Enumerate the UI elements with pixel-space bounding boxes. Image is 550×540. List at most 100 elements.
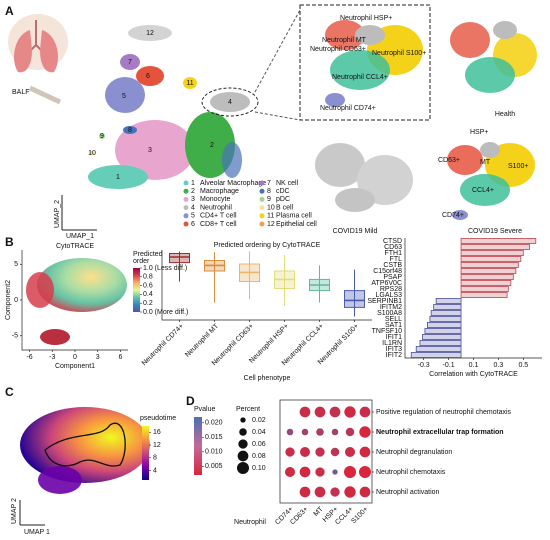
y-tick-label: TNFSF10 xyxy=(372,328,402,335)
panel-label: A xyxy=(5,4,14,18)
bar xyxy=(435,298,462,304)
legend-swatch xyxy=(183,205,189,211)
severe-label: CD63+ xyxy=(438,157,460,164)
colorbar-title: order xyxy=(133,258,150,265)
y-tick-label: SERPINB1 xyxy=(367,298,402,305)
size-legend-dot xyxy=(240,417,246,423)
term-label: Neutrophil chemotaxis xyxy=(376,469,446,476)
bar xyxy=(460,268,517,274)
bar xyxy=(460,280,512,286)
axis-label: UMAP_2 xyxy=(54,200,61,228)
colorbar-label: 0.2 xyxy=(143,300,153,307)
term-label: Neutrophil activation xyxy=(376,489,440,496)
pseudotime-cells xyxy=(19,407,150,526)
cluster-number: 4 xyxy=(228,99,232,106)
size-legend-dot xyxy=(237,450,249,462)
dot xyxy=(359,406,371,418)
x-axis-label: UMAP 1 xyxy=(24,529,50,536)
dot xyxy=(344,466,356,478)
bar xyxy=(419,340,462,346)
neutrophil-inset xyxy=(325,20,423,107)
bar xyxy=(460,256,522,262)
size-legend-label: 0.06 xyxy=(252,441,266,448)
color-legend-title: Pvalue xyxy=(194,406,216,413)
dot xyxy=(359,426,371,438)
legend-label: pDC xyxy=(276,196,290,203)
size-legend-label: 0.02 xyxy=(252,417,266,424)
bar xyxy=(430,310,462,316)
bar xyxy=(460,274,514,280)
size-legend-dot xyxy=(238,439,248,449)
cluster-number: 10 xyxy=(88,150,96,157)
bar xyxy=(460,250,524,256)
axes xyxy=(21,250,128,351)
dot xyxy=(359,486,371,498)
y-tick-label: SELL xyxy=(385,316,402,323)
cluster-number: 9 xyxy=(100,133,104,140)
severe-label: CD74+ xyxy=(442,212,464,219)
term-label: Positive regulation of neutrophil chemot… xyxy=(376,409,512,416)
cluster-number: 1 xyxy=(116,174,120,181)
cluster-number: 7 xyxy=(128,59,132,66)
inset-label: Neutrophil MT xyxy=(322,37,367,44)
dot xyxy=(330,487,340,497)
bar xyxy=(429,316,462,322)
condition-label: COVID19 Mild xyxy=(333,228,378,235)
x-tick-label: 0.5 xyxy=(518,362,528,369)
axis-label: UMAP_1 xyxy=(66,233,94,240)
x-tick-label: 0.1 xyxy=(469,362,479,369)
legend-label: CD4+ T cell xyxy=(200,213,237,220)
legend-swatch xyxy=(259,213,265,219)
severe-label: CCL4+ xyxy=(472,187,494,194)
colorbar-label: 0.015 xyxy=(205,434,223,441)
size-legend-label: 0.10 xyxy=(252,465,266,472)
box xyxy=(344,290,365,308)
colorbar-label: 0.010 xyxy=(205,449,223,456)
y-tick-label: LGALS3 xyxy=(376,292,403,299)
bar xyxy=(410,352,462,358)
legend-label: Neutrophil xyxy=(200,204,232,211)
bar xyxy=(427,322,462,328)
colorbar-label: 4 xyxy=(153,467,157,474)
y-tick-label: IFIT3 xyxy=(386,346,402,353)
legend-id: 4 xyxy=(191,204,195,211)
inset-label: Neutrophil HSP+ xyxy=(340,15,392,22)
colorbar-label: 8 xyxy=(153,455,157,462)
x-tick-label: -0.3 xyxy=(418,362,430,369)
bar xyxy=(422,334,462,340)
bar xyxy=(460,292,508,298)
dot xyxy=(330,447,340,457)
x-tick-label: -6 xyxy=(26,354,32,361)
term-label: Neutrophil degranulation xyxy=(376,449,452,456)
x-axis-label: Component1 xyxy=(55,363,95,370)
mild-umap xyxy=(315,143,413,212)
y-axis-label: Component2 xyxy=(5,280,12,320)
y-tick-label: IL1RN xyxy=(382,340,402,347)
colorbar-label: 1.0 (Less diff.) xyxy=(143,265,187,272)
dot xyxy=(344,486,356,498)
legend-id: 7 xyxy=(267,180,271,187)
legend-label: Plasma cell xyxy=(276,213,312,220)
legend-id: 11 xyxy=(267,213,274,220)
size-legend-title: Percent xyxy=(236,406,260,413)
y-axis-label: UMAP 2 xyxy=(11,498,18,524)
severe-label: S100+ xyxy=(508,163,528,170)
bar xyxy=(460,244,530,250)
y-tick-label: CSTB xyxy=(383,262,402,269)
legend-swatch xyxy=(183,196,189,202)
colorbar-label: 12 xyxy=(153,442,161,449)
dot xyxy=(315,447,325,457)
dot xyxy=(299,446,311,458)
colorbar-label: 0.4 xyxy=(143,291,153,298)
legend-label: Monocyte xyxy=(200,196,230,203)
axes xyxy=(404,238,542,359)
x-tick-label: 0.3 xyxy=(494,362,504,369)
colorbar xyxy=(194,417,202,475)
y-tick-label: RPS28 xyxy=(380,286,402,293)
legend-label: Macrophage xyxy=(200,188,239,195)
legend-label: CD8+ T cell xyxy=(200,221,237,228)
cytotrace-cells xyxy=(26,258,127,345)
dot xyxy=(331,428,339,436)
cluster-number: 12 xyxy=(146,30,154,37)
colorbar-label: 0.6 xyxy=(143,282,153,289)
